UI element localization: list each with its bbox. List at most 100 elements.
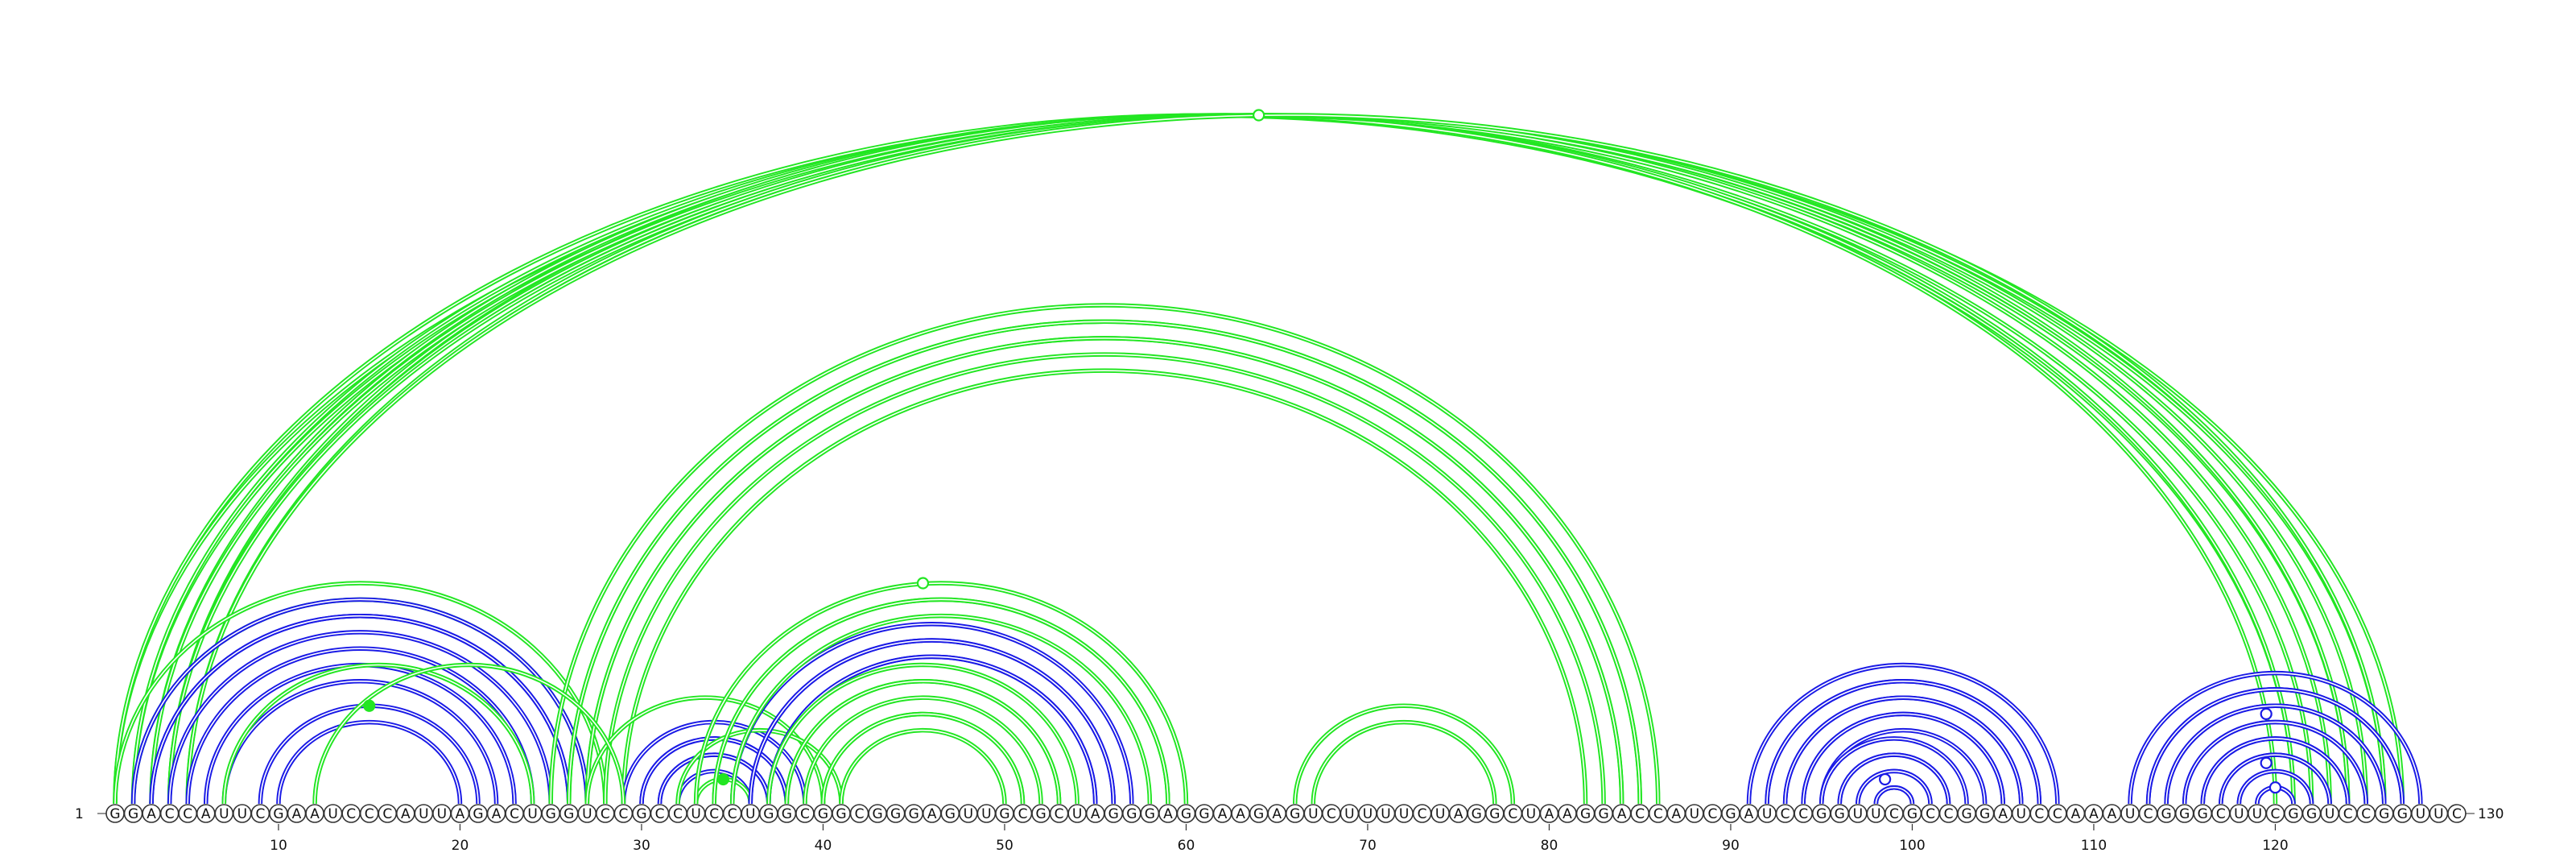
nucleotide-letter: U xyxy=(1762,806,1772,822)
base-pair-arc xyxy=(820,711,1026,805)
tick-label: 70 xyxy=(1359,838,1377,854)
base-pair-arc-core xyxy=(204,664,515,805)
pair-marker xyxy=(1253,109,1265,122)
nucleotide-letter: C xyxy=(1926,806,1935,822)
base-pair-arc-core xyxy=(114,114,2294,805)
nucleotide-letter: C xyxy=(2144,806,2153,822)
pair-marker xyxy=(2268,781,2282,794)
tick-label: 80 xyxy=(1541,838,1558,854)
nucleotide-letter: U xyxy=(2325,806,2334,822)
nucleotide-letter: U xyxy=(2125,806,2135,822)
nucleotide-circle xyxy=(2447,804,2467,823)
tick-label: 110 xyxy=(2081,838,2107,854)
nucleotide-letter: C xyxy=(655,806,665,822)
nucleotide-letter: G xyxy=(1253,806,1264,822)
nucleotide-letter: C xyxy=(346,806,356,822)
tick-label: 50 xyxy=(996,838,1013,854)
base-pair-arc-core xyxy=(840,729,1005,805)
nucleotide-letter: A xyxy=(1163,806,1173,822)
nucleotide-letter: G xyxy=(564,806,574,822)
start-label: 1 xyxy=(75,806,84,822)
nucleotide-letter: G xyxy=(128,806,138,822)
nucleotide-letter: U xyxy=(1308,806,1318,822)
base-pair-arc-core xyxy=(1784,697,2022,805)
base-pair-arc-core xyxy=(622,370,1587,805)
base-pair-arc-core xyxy=(568,321,1641,805)
nucleotide-letter: G xyxy=(999,806,1009,822)
nucleotide-letter: G xyxy=(1580,806,1591,822)
nucleotide-letter: G xyxy=(109,806,120,822)
base-pair-arc xyxy=(1837,752,1951,805)
nucleotide-letter: C xyxy=(1781,806,1790,822)
base-pair-arc-core xyxy=(151,615,570,805)
nucleotide-letter: C xyxy=(601,806,610,822)
nucleotide-letter: C xyxy=(618,806,628,822)
base-pair-arc-core xyxy=(278,721,461,805)
nucleotide-letter: A xyxy=(1617,806,1627,822)
base-pair-arc xyxy=(729,613,1153,805)
pair-marker xyxy=(2260,756,2273,769)
nucleotide-letter: A xyxy=(492,806,502,822)
nucleotide-letter: U xyxy=(2017,806,2026,822)
base-pair-arc-core xyxy=(695,582,1187,805)
nucleotide-letter: G xyxy=(2161,806,2172,822)
nucleotide-letter: A xyxy=(456,806,465,822)
nucleotide-letter: C xyxy=(1707,806,1717,822)
nucleotide-letter: G xyxy=(1035,806,1046,822)
pair-marker xyxy=(2260,707,2273,720)
base-pair-arc-core xyxy=(187,114,2349,805)
nucleotide-letter: U xyxy=(981,806,991,822)
nucleotide-letter: A xyxy=(1545,806,1554,822)
nucleotide-letter: A xyxy=(1236,806,1245,822)
base-pair-arc xyxy=(839,727,1007,805)
nucleotide-letter: U xyxy=(328,806,337,822)
nucleotide-letter: C xyxy=(2216,806,2226,822)
base-pair-arc-core xyxy=(114,114,2404,805)
nucleotide-letter: A xyxy=(147,806,156,822)
tick-label: 20 xyxy=(452,838,469,854)
nucleotide-letter: G xyxy=(818,806,828,822)
nucleotide-letter: A xyxy=(310,806,320,822)
tick-label: 90 xyxy=(1722,838,1740,854)
base-pair-arc-core xyxy=(768,664,1078,805)
nucleotide-letter: G xyxy=(836,806,846,822)
nucleotide-letter: C xyxy=(510,806,519,822)
nucleotide-letter: C xyxy=(1018,806,1028,822)
nucleotide-letter: C xyxy=(1418,806,1427,822)
base-pair-arc-core xyxy=(804,697,1042,805)
base-pair-arc-core xyxy=(1802,713,2004,805)
base-pair-arc xyxy=(204,662,517,805)
nucleotide-letter: U xyxy=(1435,806,1445,822)
base-pair-arc xyxy=(548,303,1661,805)
base-pair-arc-core xyxy=(1294,705,1514,805)
tick-label: 30 xyxy=(633,838,650,854)
base-pair-arc-core xyxy=(2147,689,2404,805)
nucleotide-letter: A xyxy=(1744,806,1754,822)
base-pair-arc-core xyxy=(168,631,551,805)
tick-label: 100 xyxy=(1899,838,1925,854)
nucleotide-letter: G xyxy=(1907,806,1918,822)
base-pair-arc-core xyxy=(1748,664,2058,805)
base-pair-arc-core xyxy=(1312,721,1496,805)
base-pair-arc-core xyxy=(1820,738,1967,805)
nucleotide-letter: G xyxy=(2179,806,2190,822)
base-pair-arc xyxy=(149,613,572,805)
base-pair-arc-core xyxy=(2129,672,2421,805)
nucleotide-letter: C xyxy=(800,806,810,822)
base-pair-arc-core xyxy=(170,115,2367,804)
base-pair-arc-core xyxy=(168,114,2277,805)
nucleotide-letter: U xyxy=(1363,806,1373,822)
nucleotide-letter: A xyxy=(2107,806,2117,822)
base-pair-arc xyxy=(1818,727,1988,805)
nucleotide-letter: G xyxy=(1199,806,1209,822)
nucleotide-letter: G xyxy=(1108,806,1119,822)
base-pair-arc xyxy=(149,613,572,805)
nucleotide-letter: G xyxy=(636,806,646,822)
nucleotide-letter: A xyxy=(1454,806,1463,822)
nucleotide-letter: C xyxy=(2452,806,2462,822)
nucleotide-letter: U xyxy=(1344,806,1354,822)
nucleotide-letter: C xyxy=(1653,806,1663,822)
nucleotide-letter: U xyxy=(964,806,973,822)
nucleotide-letter: U xyxy=(1381,806,1390,822)
